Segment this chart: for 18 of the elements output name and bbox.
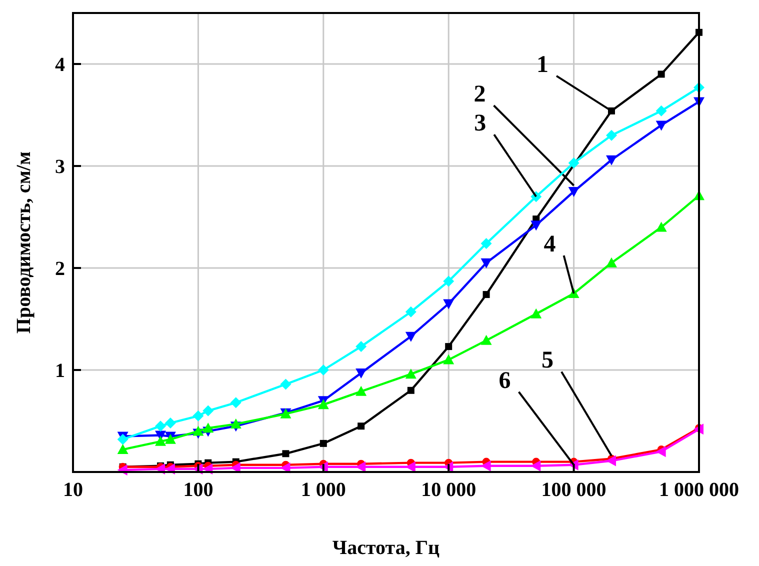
text: 1: [536, 52, 548, 78]
series-label: 4: [544, 232, 556, 258]
text: 2: [474, 82, 486, 108]
x-tick-label: 10 000: [421, 479, 476, 501]
y-tick-label: 1: [55, 360, 65, 382]
y-tick-label: 4: [55, 54, 65, 76]
x-tick-label: 100 000: [541, 479, 606, 501]
y-tick-label: 2: [55, 258, 65, 280]
y-axis-title: Проводимость, см/м: [13, 151, 35, 334]
x-axis-title: Частота, Гц: [332, 537, 440, 559]
x-tick-label: 10: [63, 479, 83, 501]
y-tick-label: 3: [55, 156, 65, 178]
text: 3: [474, 110, 486, 137]
x-tick-label: 1 000 000: [659, 479, 739, 501]
x-tick-label: 100: [183, 479, 214, 501]
text: 6: [498, 368, 511, 394]
x-tick-label: 1 000: [300, 479, 346, 501]
text: 5: [541, 348, 554, 374]
